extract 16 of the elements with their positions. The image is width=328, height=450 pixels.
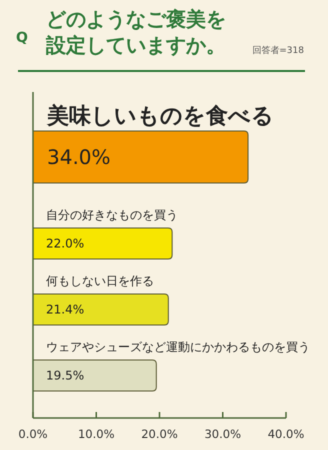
text: Q — [16, 30, 28, 46]
x-tick-label: 10.0% — [78, 427, 115, 441]
data-label: 19.5% — [46, 368, 84, 382]
data-label: 34.0% — [47, 145, 111, 169]
text: 回答者=318 — [252, 45, 304, 56]
y-tick-label: ウェアやシューズなど運動にかかわるものを買う — [46, 340, 310, 354]
y-tick-label: 何もしない日を作る — [46, 274, 154, 288]
chart-title: どのようなご褒美を設定していますか。 — [45, 7, 226, 57]
data-label: 22.0% — [46, 236, 84, 250]
x-tick-label: 20.0% — [141, 427, 178, 441]
y-tick-label: 美味しいものを食べる — [46, 103, 274, 129]
data-label: 21.4% — [46, 302, 84, 316]
x-tick-label: 40.0% — [268, 427, 304, 441]
y-tick-label: 自分の好きなものを買う — [46, 208, 178, 222]
x-tick-label: 30.0% — [204, 427, 242, 441]
x-tick-label: 0.0% — [18, 427, 48, 441]
